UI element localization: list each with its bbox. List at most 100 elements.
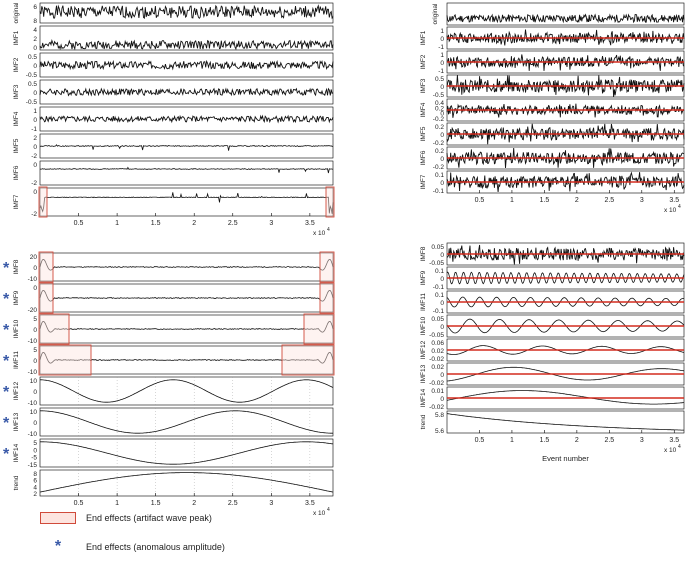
x-tick-label: 0.5 [74, 500, 84, 507]
y-tick-label: -0.02 [429, 356, 444, 363]
end-effect-box [281, 344, 335, 376]
y-tick-label: 0.05 [431, 316, 444, 323]
x-exponent-power: 4 [678, 204, 681, 210]
y-tick-label: 0.06 [431, 340, 444, 347]
x-tick-label: 1 [510, 437, 514, 444]
x-tick-label: 2.5 [604, 437, 614, 444]
series-name-trend: trend [420, 414, 427, 429]
x-exponent-power: 4 [327, 227, 330, 233]
y-tick-label: 0.01 [431, 388, 444, 395]
y-tick-label: -0.2 [433, 140, 445, 147]
star-icon: * [54, 538, 62, 555]
subplot-frame [39, 79, 334, 105]
y-tick-label: 0 [33, 265, 37, 272]
series-name-imf1: IMF1 [13, 30, 20, 45]
y-tick-label: 0 [440, 324, 444, 331]
x-tick-label: 1.5 [151, 500, 161, 507]
series-name-imf7: IMF7 [13, 194, 20, 209]
legend-star-label: End effects (anomalous amplitude) [86, 542, 225, 552]
series-name-imf9: IMF9 [420, 270, 427, 285]
y-tick-label: 0 [33, 117, 37, 124]
y-tick-label: 0.5 [435, 76, 444, 83]
y-tick-label: 0 [33, 327, 37, 334]
star-icon: * [3, 446, 10, 463]
series-name-imf3: IMF3 [13, 84, 20, 99]
y-tick-label: -15 [28, 462, 38, 469]
x-exponent-power: 4 [327, 507, 330, 513]
end-effect-box [38, 251, 54, 283]
series-name-imf9: IMF9 [13, 290, 20, 305]
subplot-frame [39, 376, 334, 406]
legend-box-swatch [40, 512, 76, 524]
y-tick-label: -10 [28, 276, 38, 283]
y-tick-label: 0 [440, 372, 444, 379]
x-tick-label: 3.5 [305, 500, 315, 507]
y-tick-label: -0.5 [433, 92, 445, 99]
series-name-imf5: IMF5 [13, 138, 20, 153]
x-exponent: x 10 [664, 447, 677, 454]
series-name-imf13: IMF13 [13, 412, 20, 431]
y-tick-label: 0 [33, 420, 37, 427]
y-tick-label: 5 [33, 440, 37, 447]
subplot-frame [39, 438, 334, 468]
x-tick-label: 1.5 [540, 197, 550, 204]
subplot-frame [446, 410, 685, 434]
end-effect-box [38, 313, 70, 345]
y-tick-label: 0 [33, 144, 37, 151]
y-tick-label: -10 [28, 369, 38, 376]
series-line-imf9 [446, 271, 685, 285]
y-tick-label: 1 [33, 108, 37, 115]
legend-star-entry: * End effects (anomalous amplitude) [40, 538, 225, 555]
y-tick-label: 0 [440, 84, 444, 91]
series-line-imf10 [39, 320, 334, 333]
series-line-original [39, 4, 334, 20]
y-tick-label: 6 [33, 4, 37, 11]
y-tick-label: 0.1 [435, 268, 444, 275]
y-tick-label: -0.1 [433, 284, 445, 291]
star-icon: * [3, 415, 10, 432]
star-icon: * [3, 384, 10, 401]
y-tick-label: 0 [440, 60, 444, 67]
series-name-imf7: IMF7 [420, 174, 427, 189]
x-tick-label: 3 [269, 220, 273, 227]
series-name-original: original [432, 3, 439, 25]
x-tick-label: 0.5 [475, 197, 485, 204]
y-tick-label: -20 [28, 307, 38, 314]
x-exponent: x 10 [313, 230, 326, 237]
y-tick-label: 0.4 [435, 100, 444, 107]
series-line-imf7 [446, 171, 685, 192]
subplot-frame [39, 106, 334, 132]
x-tick-label: 1 [510, 197, 514, 204]
end-effect-box [303, 313, 335, 345]
y-tick-label: 5 [33, 316, 37, 323]
x-tick-label: 0.5 [475, 437, 485, 444]
x-tick-label: 3.5 [669, 437, 679, 444]
series-name-imf5: IMF5 [420, 126, 427, 141]
series-line-imf7 [39, 192, 334, 214]
end-effect-box [38, 282, 54, 314]
y-tick-label: 0 [440, 111, 444, 118]
y-tick-label: 0.5 [28, 81, 37, 88]
y-tick-label: -0.05 [429, 260, 444, 267]
y-tick-label: 0.05 [431, 244, 444, 251]
series-name-imf4: IMF4 [420, 102, 427, 117]
y-tick-label: 0.1 [435, 292, 444, 299]
series-line-trend [446, 413, 684, 431]
x-tick-label: 3.5 [669, 197, 679, 204]
x-tick-label: 3 [640, 437, 644, 444]
series-line-imf13 [40, 410, 333, 434]
series-name-imf14: IMF14 [13, 443, 20, 462]
x-tick-label: 1.5 [540, 437, 550, 444]
series-name-trend: trend [13, 475, 20, 490]
subplot-frame [39, 469, 334, 497]
y-tick-label: -0.5 [26, 72, 38, 79]
y-tick-label: 0 [440, 180, 444, 187]
series-name-imf14: IMF14 [420, 388, 427, 407]
y-tick-label: 0.5 [28, 54, 37, 61]
y-tick-label: -10 [28, 400, 38, 407]
end-effect-box [325, 186, 335, 218]
series-name-imf12: IMF12 [420, 340, 427, 359]
series-line-imf2 [39, 59, 334, 71]
y-tick-label: 8 [33, 18, 37, 25]
y-tick-label: 4 [33, 484, 37, 491]
